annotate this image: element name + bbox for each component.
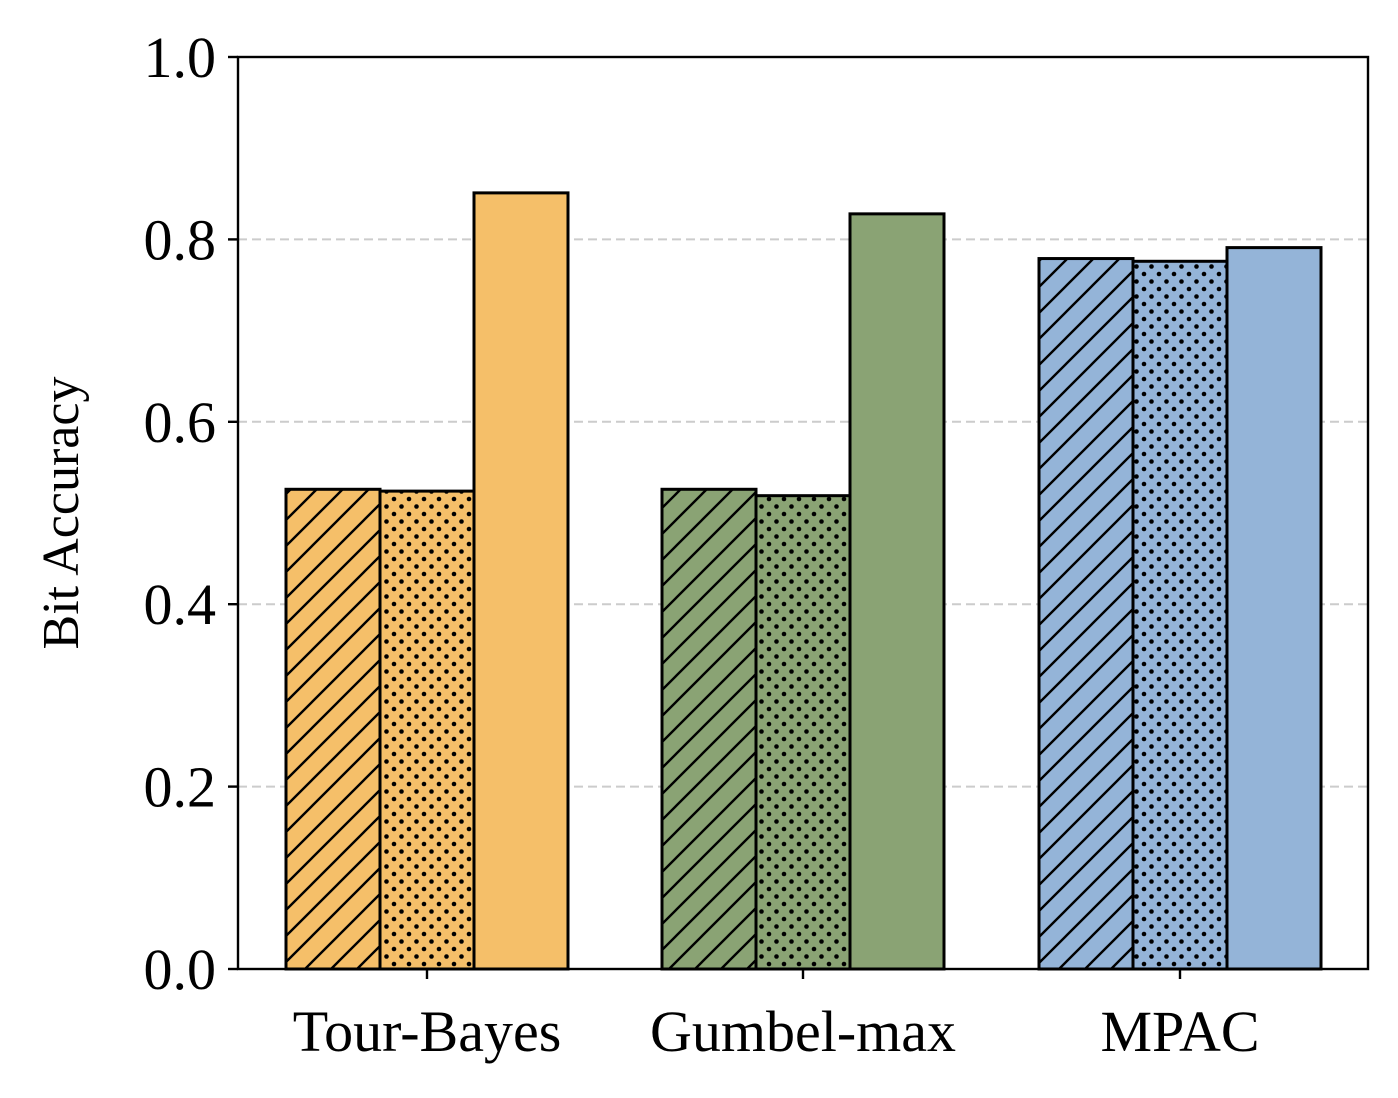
bar [1131,259,1229,971]
bar [848,212,946,971]
y-tick-label: 0.0 [144,937,217,1002]
bar [472,191,570,971]
bar-pattern [662,489,756,969]
bar-pattern [756,495,850,969]
bar [660,487,758,971]
bar-pattern [380,491,474,969]
bar-pattern [1133,261,1227,970]
bar-fill [850,213,944,969]
y-tick-label: 0.4 [144,572,217,637]
x-tick-label: Gumbel-max [650,999,956,1064]
y-tick-label: 0.6 [144,390,217,455]
bar [378,489,476,971]
bar-pattern [1039,258,1133,969]
bars [284,191,1323,971]
bar-fill [1227,247,1321,969]
y-tick-label: 0.8 [144,207,217,272]
bar [284,487,382,971]
bar [1037,257,1135,971]
x-tick-label: Tour-Bayes [293,999,562,1064]
y-tick-label: 1.0 [144,25,217,90]
bar [754,494,852,971]
bar [1225,246,1323,971]
x-tick-label: MPAC [1100,999,1259,1064]
y-tick-label: 0.2 [144,755,217,820]
axis-ticks: 0.0 0.2 0.4 0.6 0.8 1.0 Tour-Bayes Gumbel-max MP… [144,25,1260,1064]
y-axis-label: Bit Accuracy [33,377,90,650]
bar-fill [474,192,568,969]
bar-pattern [286,489,380,969]
